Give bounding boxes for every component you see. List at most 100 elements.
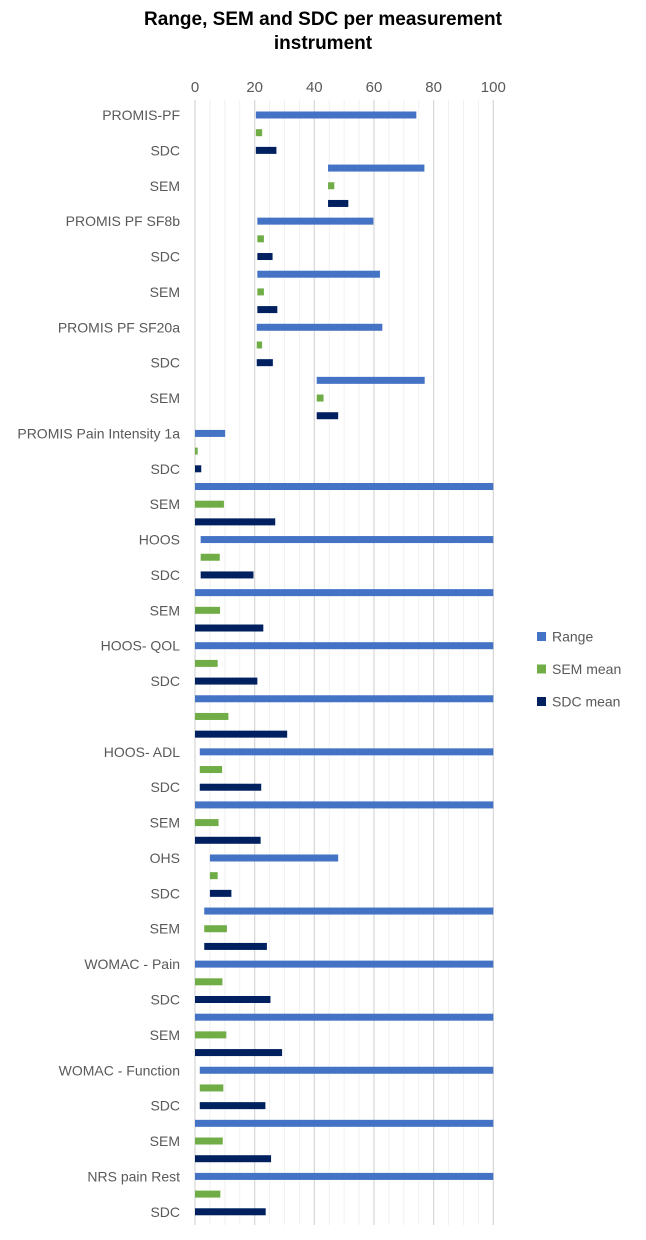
bar-range bbox=[316, 376, 425, 384]
bar-sem bbox=[195, 1190, 221, 1198]
bar-range bbox=[195, 482, 494, 490]
bar-sdc bbox=[195, 730, 288, 738]
x-tick-label: 0 bbox=[191, 79, 199, 96]
bar-sdc bbox=[328, 199, 349, 207]
bar-range bbox=[195, 589, 494, 597]
legend-swatch-range bbox=[537, 632, 546, 641]
category-label: SDC bbox=[150, 355, 180, 371]
category-label: SDC bbox=[150, 249, 180, 265]
bar-range bbox=[257, 217, 374, 225]
bar-range bbox=[257, 270, 380, 278]
bar-range bbox=[195, 642, 494, 650]
bar-range bbox=[195, 1119, 494, 1127]
category-label: PROMIS PF SF8b bbox=[66, 213, 181, 229]
legend-label-range: Range bbox=[552, 629, 593, 645]
category-label: SEM bbox=[150, 815, 180, 831]
bar-sdc bbox=[195, 996, 271, 1003]
x-tick-label: 40 bbox=[306, 79, 323, 96]
category-label: SEM bbox=[150, 390, 180, 406]
bar-sdc bbox=[195, 677, 258, 685]
bar-range bbox=[328, 164, 425, 172]
bar-range bbox=[195, 801, 494, 809]
bar-sem bbox=[195, 1137, 223, 1145]
bar-sdc bbox=[195, 518, 276, 526]
bar-sdc bbox=[316, 412, 339, 420]
bar-sdc bbox=[195, 836, 261, 844]
x-tick-label: 80 bbox=[425, 79, 442, 96]
bar-sem bbox=[200, 553, 220, 561]
bar-range bbox=[209, 854, 339, 862]
category-label: WOMAC - Function bbox=[59, 1062, 180, 1078]
bar-sdc bbox=[195, 1155, 272, 1163]
x-tick-label: 20 bbox=[246, 79, 263, 96]
bar-range bbox=[255, 111, 417, 119]
category-label: SDC bbox=[150, 1204, 180, 1220]
bar-sem bbox=[256, 341, 263, 349]
category-label: SEM bbox=[150, 921, 180, 937]
category-label: SEM bbox=[150, 602, 180, 618]
category-label: HOOS- ADL bbox=[104, 744, 180, 760]
chart-title: Range, SEM and SDC per measurement instr… bbox=[0, 8, 646, 56]
bar-sem bbox=[209, 872, 218, 880]
bar-sdc bbox=[257, 253, 273, 261]
category-label: SEM bbox=[150, 496, 180, 512]
category-label: SDC bbox=[150, 142, 180, 158]
category-label: SEM bbox=[150, 1133, 180, 1149]
category-label: SDC bbox=[150, 673, 180, 689]
legend-label-sdc: SDC mean bbox=[552, 694, 620, 710]
category-label: OHS bbox=[150, 850, 180, 866]
category-label: NRS pain Rest bbox=[87, 1168, 180, 1184]
bar-sem bbox=[204, 925, 227, 933]
bar-sdc bbox=[195, 1049, 283, 1057]
bar-sem bbox=[195, 659, 218, 667]
bar-range bbox=[195, 960, 494, 968]
legend-label-sem: SEM mean bbox=[552, 661, 621, 677]
category-label: PROMIS-PF bbox=[102, 107, 180, 123]
bar-sem bbox=[195, 500, 224, 508]
legend-swatch-sem bbox=[537, 664, 546, 674]
bar-sem bbox=[199, 1084, 224, 1092]
bar-range bbox=[204, 907, 494, 915]
x-tick-label: 60 bbox=[366, 79, 383, 96]
category-label: SEM bbox=[150, 1027, 180, 1043]
bar-sem bbox=[195, 1031, 227, 1039]
bar-sem bbox=[328, 182, 335, 190]
bar-sdc bbox=[255, 146, 277, 154]
bar-sem bbox=[316, 394, 324, 402]
x-tick-label: 100 bbox=[481, 79, 506, 96]
chart-title-line-1: Range, SEM and SDC per measurement bbox=[144, 9, 502, 30]
category-label: SDC bbox=[150, 567, 180, 583]
category-label: SDC bbox=[150, 461, 180, 477]
category-label: SDC bbox=[150, 779, 180, 795]
category-label: SDC bbox=[150, 1098, 180, 1114]
category-label: PROMIS PF SF20a bbox=[58, 319, 180, 335]
bar-range bbox=[199, 1066, 494, 1074]
bar-sdc bbox=[199, 783, 262, 791]
bar-sdc bbox=[209, 889, 232, 897]
bar-range bbox=[195, 429, 226, 437]
bar-sem bbox=[195, 819, 219, 827]
category-label: SEM bbox=[150, 284, 180, 300]
bar-sem bbox=[195, 978, 223, 986]
bar-sem bbox=[255, 129, 263, 137]
category-label: HOOS- QOL bbox=[101, 638, 181, 654]
legend-swatch-sdc bbox=[537, 697, 546, 706]
bar-sem bbox=[195, 712, 229, 720]
bar-range bbox=[200, 536, 494, 544]
bar-range bbox=[195, 695, 494, 703]
bar-sdc bbox=[195, 624, 264, 632]
category-label: HOOS bbox=[139, 532, 180, 548]
bar-sdc bbox=[195, 1208, 266, 1216]
bar-range bbox=[256, 323, 383, 331]
bar-sem bbox=[195, 606, 221, 614]
category-label: SDC bbox=[150, 885, 180, 901]
category-label: WOMAC - Pain bbox=[84, 956, 180, 972]
bar-sem bbox=[257, 288, 264, 296]
bar-range bbox=[195, 1013, 494, 1021]
bar-sdc bbox=[204, 942, 267, 950]
bar-range bbox=[195, 1172, 494, 1180]
bar-sem bbox=[199, 766, 223, 774]
category-label: SEM bbox=[150, 178, 180, 194]
category-label: SDC bbox=[150, 992, 180, 1008]
